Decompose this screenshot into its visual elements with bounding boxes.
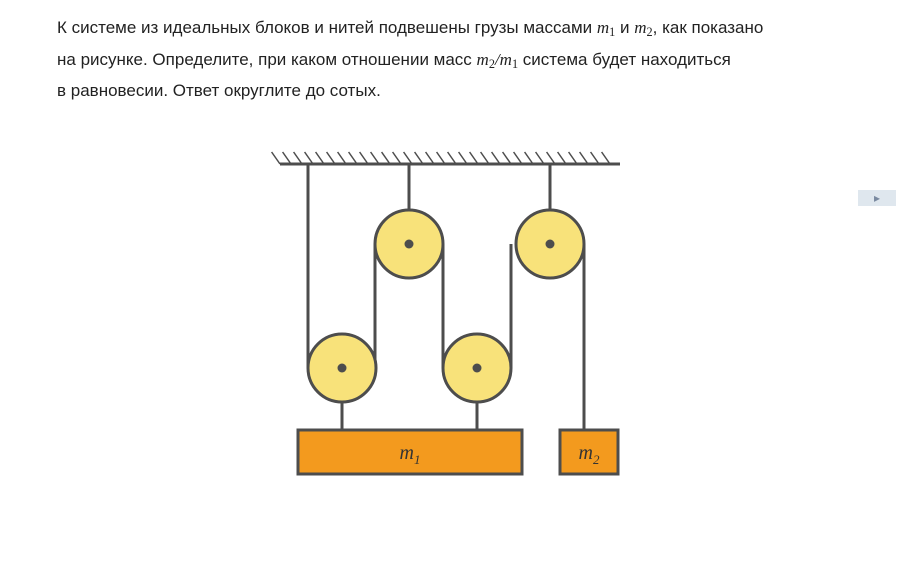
text-part: на рисунке. Определите, при каком отноше… xyxy=(57,50,477,69)
problem-statement: К системе из идеальных блоков и нитей по… xyxy=(57,12,837,107)
text-part: , как показано xyxy=(653,18,764,37)
text-part: К системе из идеальных блоков и нитей по… xyxy=(57,18,597,37)
var-m2: m2 xyxy=(634,18,652,37)
text-part: в равновесии. Ответ округлите до сотых. xyxy=(57,81,381,100)
text-part: и xyxy=(615,18,634,37)
pulley-diagram: m1m2 xyxy=(270,150,630,495)
side-tag: ▸ xyxy=(858,190,896,206)
var-ratio: m2/m1 xyxy=(477,50,519,69)
var-m1: m1 xyxy=(597,18,615,37)
text-part: система будет находиться xyxy=(518,50,731,69)
